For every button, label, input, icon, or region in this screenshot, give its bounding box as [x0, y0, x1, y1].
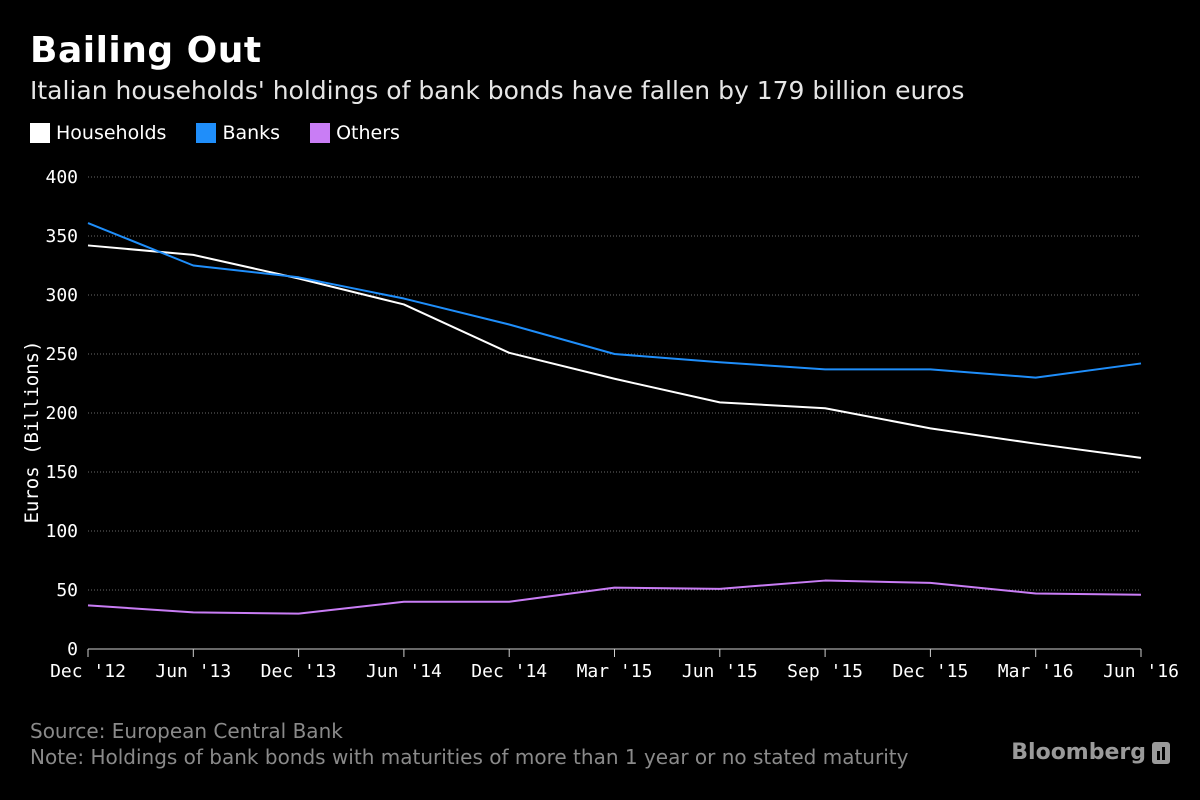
y-tick-label: 100	[45, 521, 78, 542]
y-axis-label: Euros (Billions)	[21, 340, 43, 523]
x-tick-label: Dec '13	[261, 661, 337, 682]
series-line-households	[87, 244, 1142, 459]
series-lines	[87, 222, 1142, 615]
x-tick-label: Mar '16	[998, 661, 1074, 682]
legend-swatch-households	[30, 123, 50, 143]
note-text: Note: Holdings of bank bonds with maturi…	[30, 745, 909, 769]
x-tick-label: Jun '15	[682, 661, 758, 682]
y-tick-label: 250	[45, 344, 78, 365]
chart-title: Bailing Out	[30, 30, 262, 71]
legend-swatch-banks	[196, 123, 217, 143]
gridlines	[88, 176, 1141, 591]
legend-label-others: Others	[336, 122, 400, 144]
y-tick-label: 350	[45, 226, 78, 247]
x-tick-label: Mar '15	[577, 661, 653, 682]
x-tick-label: Dec '15	[892, 661, 968, 682]
brand-logo: Bloomberg	[1011, 740, 1170, 765]
x-tick-label: Dec '14	[471, 661, 547, 682]
y-tick-label: 200	[45, 403, 78, 424]
series-line-others	[87, 579, 1142, 615]
brand-name: Bloomberg	[1011, 740, 1146, 765]
x-tick-label: Dec '12	[50, 661, 126, 682]
legend-label-households: Households	[56, 122, 167, 144]
legend-item-households: Households	[30, 122, 166, 144]
x-tick-label: Jun '14	[366, 661, 442, 682]
chart-subtitle: Italian households' holdings of bank bon…	[30, 76, 965, 105]
footer-notes: Source: European Central Bank Note: Hold…	[30, 718, 908, 770]
x-tick-label: Sep '15	[787, 661, 863, 682]
x-tick-label: Jun '13	[155, 661, 231, 682]
legend-item-others: Others	[310, 122, 400, 144]
y-tick-label: 50	[56, 580, 78, 601]
legend: Households Banks Others	[30, 122, 400, 144]
bloomberg-terminal-icon	[1152, 741, 1170, 764]
source-text: Source: European Central Bank	[30, 719, 343, 743]
y-tick-label: 150	[45, 462, 78, 483]
legend-item-banks: Banks	[196, 122, 280, 144]
x-tick-label: Jun '16	[1103, 661, 1179, 682]
y-tick-label: 0	[67, 639, 78, 660]
legend-swatch-others	[310, 123, 331, 143]
series-line-banks	[87, 222, 1142, 379]
legend-label-banks: Banks	[222, 122, 281, 144]
y-tick-label: 300	[45, 285, 78, 306]
y-tick-label: 400	[45, 167, 78, 188]
axes: 0 50 100 150 200 250 300 350 400 Dec '12 Jun '13 De…	[45, 167, 1178, 682]
